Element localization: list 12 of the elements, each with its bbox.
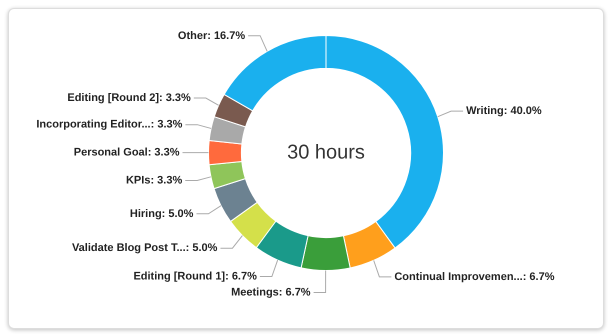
slice-label: KPIs: 3.3% xyxy=(126,174,182,187)
slice-label: Editing [Round 1]: 6.7% xyxy=(133,270,258,283)
slice-label: Writing: 40.0% xyxy=(466,105,542,118)
slice-label: Hiring: 5.0% xyxy=(130,208,194,220)
slice-label: Incorporating Editor...: 3.3% xyxy=(36,118,183,131)
slice-label: Editing [Round 2]: 3.3% xyxy=(67,92,192,104)
slice-label: Meetings: 6.7% xyxy=(231,286,311,299)
slice-label: Other: 16.7% xyxy=(178,30,246,42)
slice-label: Validate Blog Post T...: 5.0% xyxy=(72,242,218,254)
slice-label: Personal Goal: 3.3% xyxy=(74,146,180,159)
text: 30 hours xyxy=(287,142,365,164)
slice-label: Continual Improvemen...: 6.7% xyxy=(394,270,555,283)
